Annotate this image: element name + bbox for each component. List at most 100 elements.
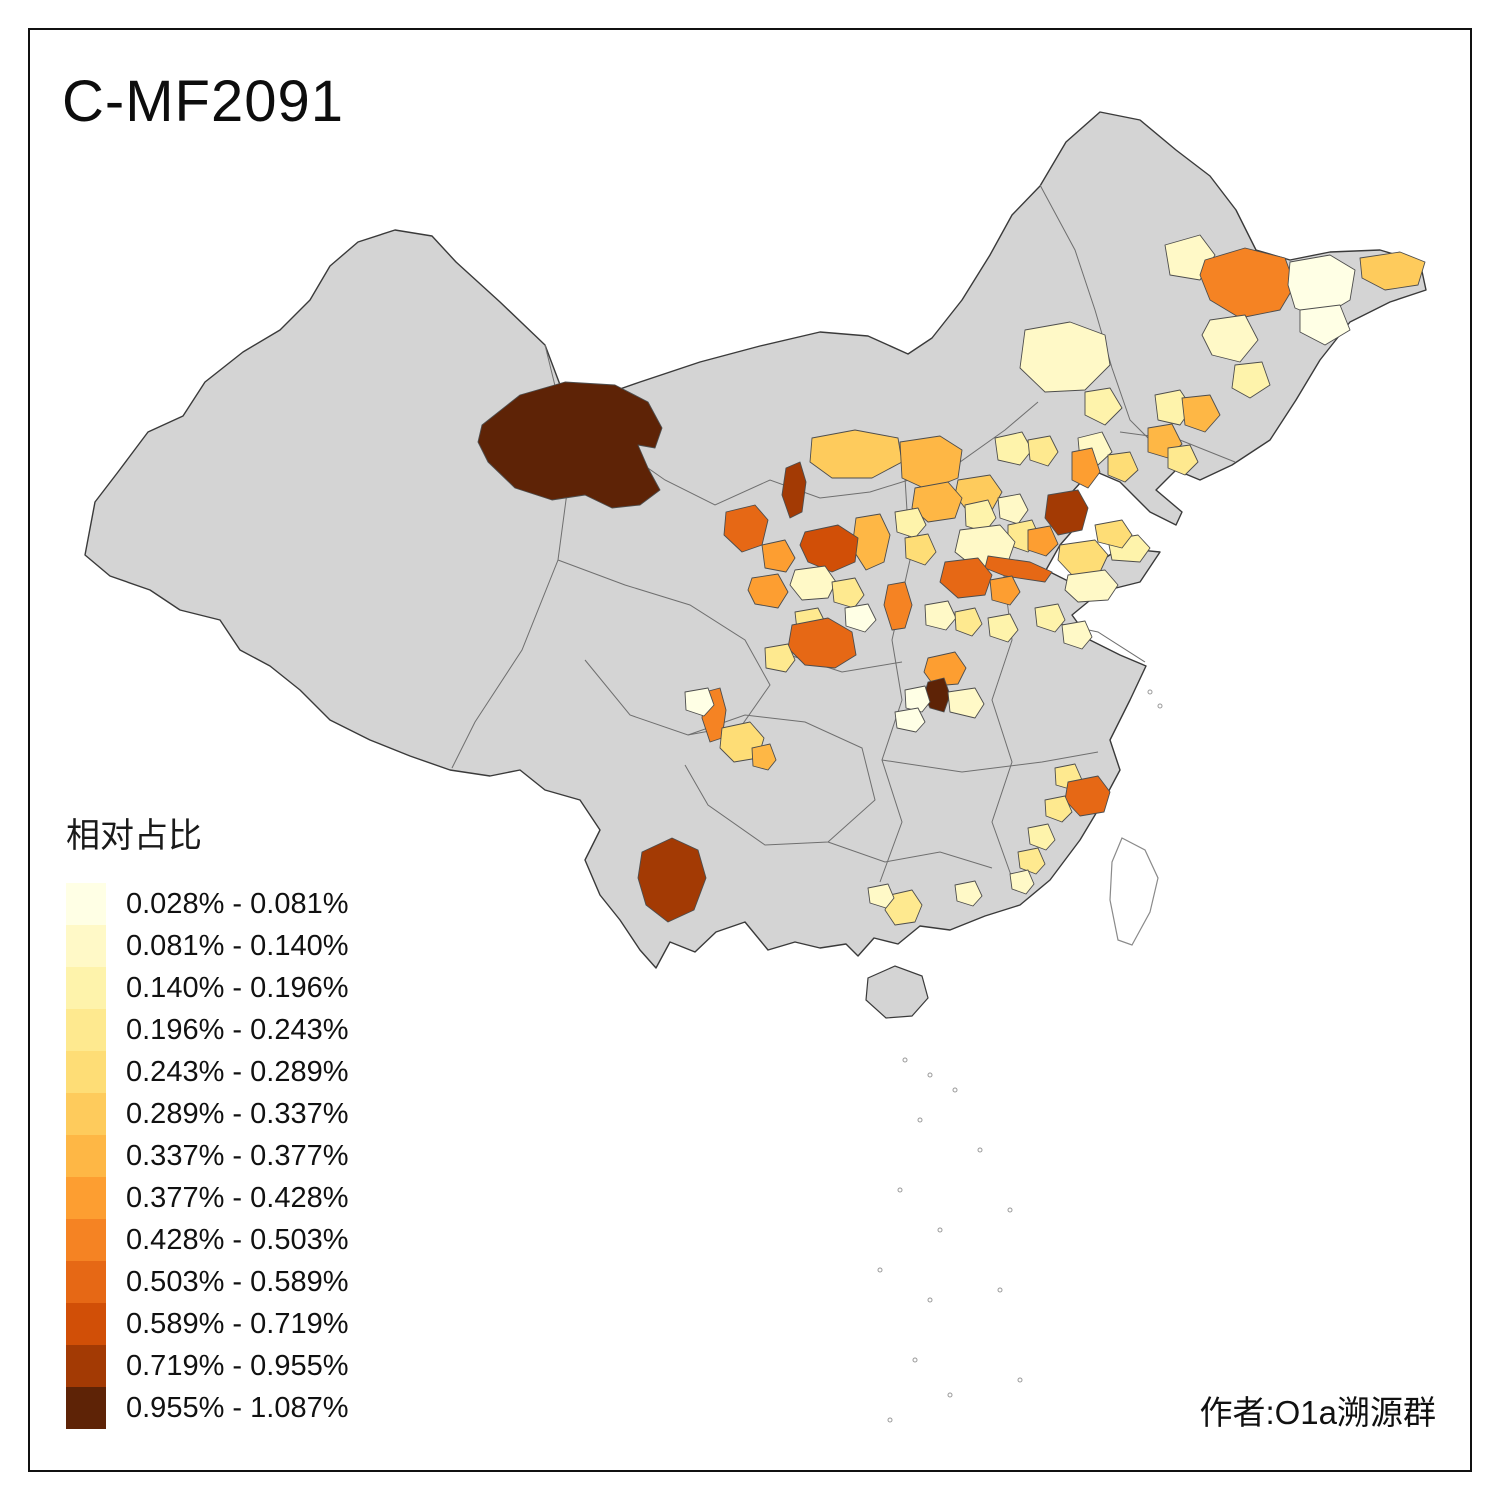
map-region [1107, 451, 1139, 483]
map-region [1299, 304, 1351, 346]
map-region [899, 435, 963, 491]
legend-swatch [66, 1177, 106, 1219]
legend-label: 0.028% - 0.081% [126, 887, 349, 920]
legend-item: 0.196% - 0.243% [66, 1009, 486, 1051]
legend-item: 0.243% - 0.289% [66, 1051, 486, 1093]
map-region [844, 603, 877, 633]
map-region [911, 481, 963, 523]
map-region [964, 499, 997, 533]
legend-swatch [66, 1387, 106, 1429]
map-region [1201, 314, 1259, 363]
legend-swatch [66, 1345, 106, 1387]
map-region [1027, 435, 1059, 467]
map-region [997, 493, 1029, 525]
legend-swatch [66, 1135, 106, 1177]
legend-title: 相对占比 [66, 817, 202, 855]
map-region [1044, 489, 1089, 536]
map-region [1094, 519, 1133, 549]
map-region [747, 573, 789, 609]
map-region [1181, 394, 1221, 433]
map-region [1034, 603, 1066, 633]
map-region [781, 461, 807, 519]
map-region [904, 533, 937, 566]
map-region [989, 575, 1021, 606]
legend-label: 0.243% - 0.289% [126, 1055, 349, 1088]
map-region [831, 577, 865, 609]
map-region [883, 581, 913, 631]
map-region [987, 613, 1019, 643]
legend-label: 0.955% - 1.087% [126, 1391, 349, 1424]
legend-item: 0.955% - 1.087% [66, 1387, 486, 1429]
legend-label: 0.196% - 0.243% [126, 1013, 349, 1046]
map-region [994, 431, 1033, 466]
legend-item: 0.377% - 0.428% [66, 1177, 486, 1219]
legend-swatch [66, 1261, 106, 1303]
map-region [1061, 620, 1093, 650]
map-region [477, 381, 663, 509]
map-region [1019, 321, 1111, 393]
legend-swatch [66, 967, 106, 1009]
map-region [1009, 869, 1035, 895]
map-region [924, 600, 957, 631]
legend-item: 0.503% - 0.589% [66, 1261, 486, 1303]
legend-bins: 0.028% - 0.081% 0.081% - 0.140% 0.140% - 0… [66, 883, 486, 1429]
map-region [764, 643, 796, 673]
map-region [1199, 247, 1296, 319]
taiwan-island [1109, 837, 1159, 946]
legend-item: 0.081% - 0.140% [66, 925, 486, 967]
legend-swatch [66, 1009, 106, 1051]
legend-item: 0.289% - 0.337% [66, 1093, 486, 1135]
map-region [1027, 525, 1059, 557]
legend-label: 0.589% - 0.719% [126, 1307, 349, 1340]
legend-item: 0.337% - 0.377% [66, 1135, 486, 1177]
legend-swatch [66, 925, 106, 967]
map-region [761, 539, 796, 573]
legend-label: 0.428% - 0.503% [126, 1223, 349, 1256]
map-region [1027, 823, 1056, 851]
south-china-sea-islands [877, 689, 1163, 1423]
map-region [1057, 539, 1109, 576]
page-title: C-MF2091 [62, 69, 344, 134]
map-region [894, 507, 927, 539]
map-region [1071, 447, 1101, 489]
legend-label: 0.377% - 0.428% [126, 1181, 349, 1214]
map-region [904, 685, 931, 713]
map-region [1044, 795, 1073, 823]
legend-swatch [66, 1303, 106, 1345]
legend-item: 0.719% - 0.955% [66, 1345, 486, 1387]
map-regions [477, 234, 1426, 926]
map-region [867, 883, 895, 909]
legend-label: 0.081% - 0.140% [126, 929, 349, 962]
map-region [884, 889, 923, 926]
map-region [1064, 569, 1119, 603]
legend-label: 0.503% - 0.589% [126, 1265, 349, 1298]
map-region [923, 651, 967, 687]
map-region [947, 687, 985, 719]
map-region [637, 837, 707, 923]
legend-swatch [66, 1093, 106, 1135]
attribution-text: 作者:O1a溯源群 [1199, 1394, 1436, 1431]
map-region [1084, 387, 1123, 426]
map-region [894, 707, 926, 733]
map-region [954, 607, 983, 637]
legend-label: 0.140% - 0.196% [126, 971, 349, 1004]
legend-swatch [66, 883, 106, 925]
legend-item: 0.589% - 0.719% [66, 1303, 486, 1345]
legend-swatch [66, 1219, 106, 1261]
map-region [1359, 251, 1426, 291]
map-region [809, 429, 903, 479]
map-region [789, 565, 837, 601]
map-region [1167, 444, 1199, 476]
legend-label: 0.337% - 0.377% [126, 1139, 349, 1172]
legend-swatch [66, 1051, 106, 1093]
legend-label: 0.719% - 0.955% [126, 1349, 349, 1382]
map-region [1017, 847, 1046, 875]
legend-item: 0.140% - 0.196% [66, 967, 486, 1009]
map-region [799, 524, 859, 573]
legend-label: 0.289% - 0.337% [126, 1097, 349, 1130]
hainan-island [865, 965, 929, 1019]
map-region [751, 743, 777, 771]
legend-item: 0.028% - 0.081% [66, 883, 486, 925]
